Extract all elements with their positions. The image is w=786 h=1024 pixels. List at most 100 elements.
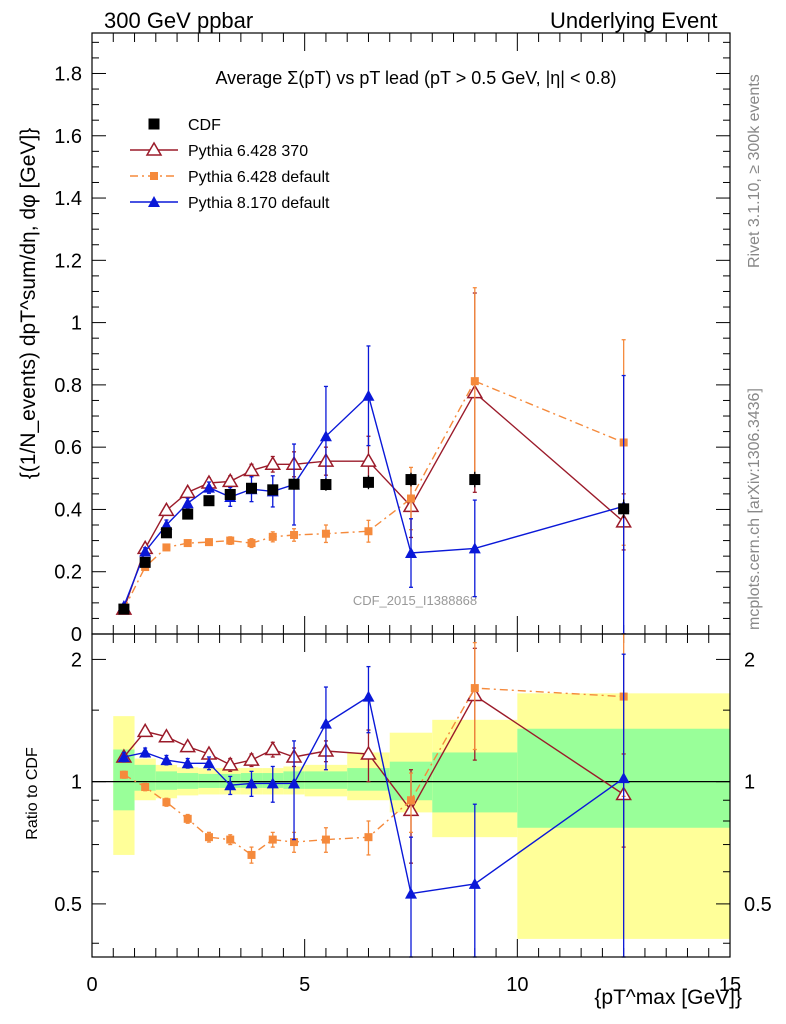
x-axis-label: {pT^max [GeV]}: [594, 986, 742, 1009]
main-point-pythia6_default: [204, 538, 213, 547]
legend-item-pythia6_default: Pythia 6.428 default: [130, 169, 330, 186]
x-tick-label: 0: [86, 974, 97, 996]
main-point-data: [405, 474, 417, 486]
main-point-pythia6_default: [268, 532, 277, 541]
main-point-pythia6_370: [360, 452, 377, 467]
main-point-data: [203, 495, 215, 507]
ratio-point-pythia8: [362, 690, 375, 702]
main-point-pythia6_370: [243, 462, 260, 477]
y-tick-label: 1.8: [54, 63, 82, 85]
legend-label-pythia8: Pythia 8.170 default: [188, 195, 330, 212]
ratio-point-pythia6_default: [407, 796, 415, 805]
ratio-point-pythia6_default: [247, 850, 256, 859]
ratio-y-tick-label-left: 1: [71, 772, 82, 794]
header-left: 300 GeV ppbar: [104, 8, 254, 33]
main-line-pythia6_370: [123, 391, 625, 610]
main-point-pythia6_default: [321, 529, 330, 538]
header-right: Underlying Event: [550, 8, 718, 33]
ratio-point-pythia6_default: [141, 783, 150, 792]
chart-title: Average Σ(pT) vs pT lead (pT > 0.5 GeV, …: [215, 68, 616, 88]
y-tick-label: 0.4: [54, 499, 82, 521]
main-point-data: [118, 603, 130, 615]
ratio-point-pythia8: [117, 751, 130, 763]
main-point-data: [246, 482, 257, 494]
ratio-y-tick-label-right: 1: [744, 772, 755, 794]
main-point-pythia6_370: [158, 501, 175, 517]
uncertainty-band-inner: [198, 773, 220, 788]
ratio-point-pythia8: [139, 746, 152, 758]
main-point-data: [362, 476, 374, 488]
ratio-point-pythia6_default: [290, 838, 299, 847]
main-point-data: [182, 508, 194, 520]
main-point-pythia8: [202, 481, 215, 493]
ratio-y-axis-label: Ratio to CDF: [24, 747, 41, 840]
legend-marker-pythia8: [148, 196, 160, 207]
x-tick-label: 10: [506, 974, 528, 996]
y-tick-label: 1: [71, 313, 82, 335]
ratio-point-pythia6_default: [321, 835, 330, 844]
legend-label-pythia6_default: Pythia 6.428 default: [188, 169, 330, 186]
ratio-point-pythia8: [266, 777, 279, 789]
main-point-pythia6_370: [264, 455, 282, 471]
ratio-point-pythia8: [405, 887, 417, 899]
y-tick-label: 0: [71, 624, 82, 646]
uncertainty-band-inner: [177, 773, 199, 789]
ratio-point-pythia8: [202, 757, 215, 769]
y-tick-label: 0.2: [54, 562, 82, 584]
y-tick-label: 1.4: [54, 188, 82, 210]
ratio-point-pythia6_default: [162, 798, 171, 807]
ratio-y-tick-label-left: 0.5: [54, 894, 82, 916]
ratio-point-pythia6_370: [221, 756, 239, 771]
uncertainty-band-inner: [155, 771, 178, 790]
ratio-y-tick-label-right: 0.5: [744, 894, 772, 916]
main-point-pythia6_default: [364, 527, 373, 536]
main-point-pythia8: [405, 547, 417, 559]
ratio-panel: 0.5 0.5 1 1 2 2 0 5 10 15 Ratio to CDF {pT^max [GeV…: [24, 633, 772, 1009]
legend-marker-data: [148, 118, 160, 130]
legend-item-data: CDF: [148, 117, 221, 134]
ratio-point-pythia8: [468, 877, 481, 889]
ratio-point-pythia6_default: [226, 835, 235, 844]
uncertainty-band-inner: [304, 771, 348, 789]
analysis-watermark: CDF_2015_I1388868: [353, 593, 477, 608]
ratio-point-pythia6_370: [158, 728, 175, 743]
ratio-point-pythia8: [224, 779, 237, 791]
main-panel: CDF_2015_I1388868 0 0.2 0.4 0.6 0.8 1 1.2 1.4 1.6…: [17, 32, 731, 646]
main-point-data: [224, 488, 236, 500]
legend: CDF Pythia 6.428 370 Pythia 6.428 default P…: [130, 117, 330, 212]
ratio-point-pythia6_default: [119, 770, 128, 779]
ratio-point-pythia8: [617, 772, 630, 784]
main-point-pythia6_default: [247, 539, 256, 548]
main-point-data: [160, 527, 172, 539]
y-axis-label: {(1/N_events) dpT^sum/dη, dφ [GeV]}: [17, 128, 40, 479]
legend-label-data: CDF: [188, 117, 221, 134]
ratio-y-tick-label-right: 2: [744, 649, 755, 671]
main-point-pythia6_default: [183, 539, 192, 548]
main-series-pythia6_370: [115, 292, 632, 615]
main-series-pythia6_default: [119, 287, 628, 614]
main-point-data: [469, 474, 481, 486]
legend-label-pythia6_370: Pythia 6.428 370: [188, 143, 308, 160]
ratio-point-pythia6_default: [470, 684, 479, 693]
ratio-point-pythia6_370: [136, 722, 154, 738]
main-point-pythia6_default: [290, 530, 299, 539]
main-point-data: [139, 556, 151, 568]
main-point-pythia8: [160, 519, 173, 531]
y-tick-label: 1.2: [54, 250, 82, 272]
ratio-point-pythia6_370: [179, 738, 197, 753]
y-tick-label: 1.6: [54, 126, 82, 148]
main-point-pythia8: [362, 389, 375, 401]
ratio-point-pythia6_370: [360, 745, 377, 760]
ratio-point-pythia8: [160, 754, 173, 766]
uncertainty-band-inner: [113, 749, 135, 811]
main-point-pythia6_default: [407, 494, 415, 503]
main-point-pythia6_default: [470, 377, 479, 386]
main-point-data: [618, 503, 630, 515]
ratio-point-pythia6_370: [243, 751, 260, 766]
x-tick-label: 5: [299, 974, 310, 996]
main-line-pythia8: [123, 394, 624, 607]
main-point-pythia8: [468, 542, 481, 554]
main-series-data: [118, 471, 630, 615]
main-point-data: [320, 479, 332, 491]
